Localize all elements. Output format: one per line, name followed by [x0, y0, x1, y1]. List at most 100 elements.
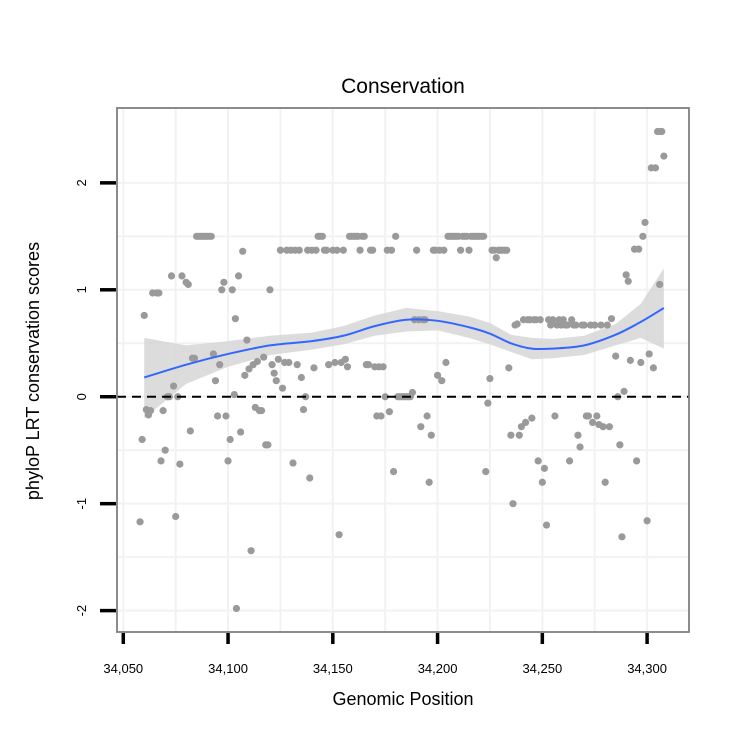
data-point — [565, 457, 574, 465]
data-point — [190, 354, 199, 362]
data-point — [387, 246, 396, 254]
data-point — [457, 246, 465, 254]
data-point — [167, 272, 176, 280]
data-point — [465, 246, 473, 254]
data-point — [222, 412, 230, 420]
data-point — [270, 369, 278, 377]
data-point — [442, 358, 450, 367]
data-point — [513, 320, 521, 328]
data-point — [295, 246, 303, 254]
data-point — [364, 361, 373, 369]
data-point — [607, 315, 616, 323]
data-point — [601, 478, 609, 486]
data-point — [216, 361, 224, 369]
data-point — [228, 286, 236, 294]
data-point — [618, 533, 626, 541]
data-point — [563, 321, 572, 329]
data-point — [157, 457, 165, 465]
data-point — [369, 246, 377, 254]
data-point — [392, 232, 400, 240]
data-point — [297, 373, 305, 382]
data-point — [146, 407, 155, 415]
x-tick-label: 34,150 — [313, 661, 353, 676]
data-point — [645, 350, 653, 358]
data-point — [660, 152, 668, 160]
data-point — [155, 289, 163, 297]
data-point — [211, 377, 220, 385]
data-point — [243, 336, 251, 344]
x-tick-label: 34,100 — [208, 661, 248, 676]
data-point — [440, 246, 448, 254]
data-point — [542, 521, 551, 529]
data-point — [620, 387, 628, 395]
data-point — [274, 355, 282, 363]
data-point — [482, 467, 490, 476]
data-point — [538, 478, 546, 486]
data-point — [285, 358, 293, 367]
data-point — [186, 427, 194, 435]
data-point — [637, 358, 645, 367]
data-point — [612, 352, 620, 360]
x-tick-label: 34,050 — [103, 661, 143, 676]
data-point — [268, 361, 276, 369]
data-point — [651, 164, 660, 172]
data-point — [312, 246, 320, 254]
data-point — [306, 474, 314, 482]
data-point — [339, 246, 347, 254]
data-point — [343, 363, 352, 371]
x-tick-label: 34,300 — [627, 661, 667, 676]
data-point — [389, 467, 398, 476]
data-point — [591, 321, 599, 329]
data-point — [509, 500, 517, 508]
data-point — [580, 321, 588, 329]
data-point — [172, 512, 180, 521]
data-point — [289, 459, 297, 467]
data-point — [272, 377, 280, 385]
data-point — [549, 316, 557, 324]
data-point — [226, 435, 234, 444]
data-point — [161, 446, 169, 454]
smooth-line-layer — [143, 307, 665, 379]
data-point — [603, 321, 611, 329]
data-point — [574, 431, 582, 439]
data-point — [408, 388, 417, 397]
data-point — [521, 418, 530, 426]
x-tick-label: 34,200 — [418, 661, 458, 676]
data-point — [551, 412, 559, 420]
data-point — [503, 246, 511, 254]
data-point — [331, 358, 339, 367]
data-point — [572, 321, 580, 329]
data-point — [322, 246, 331, 254]
data-point — [584, 412, 593, 420]
y-axis-label: phyloP LRT conservation scores — [23, 242, 43, 500]
data-point — [333, 246, 341, 254]
data-point — [635, 245, 643, 253]
loess-fit-line — [143, 307, 665, 379]
data-point — [480, 232, 488, 240]
data-point — [534, 457, 542, 465]
data-point — [597, 321, 605, 329]
data-point — [658, 127, 666, 136]
data-point — [484, 399, 492, 407]
data-point — [257, 407, 266, 415]
data-point — [230, 390, 238, 399]
data-point — [239, 247, 247, 255]
data-point — [425, 478, 433, 486]
data-point — [605, 423, 613, 431]
data-point — [140, 311, 148, 320]
data-point — [341, 355, 349, 363]
data-point — [622, 271, 630, 279]
data-point — [423, 412, 431, 420]
data-point — [136, 518, 144, 526]
data-point — [293, 361, 301, 369]
y-tick-label: 2 — [74, 179, 89, 186]
y-tick-label: -1 — [74, 498, 89, 510]
data-point — [505, 364, 513, 372]
data-point — [237, 428, 245, 436]
data-point — [169, 382, 178, 390]
data-point — [381, 393, 389, 401]
data-point — [253, 357, 261, 366]
data-point — [207, 232, 215, 240]
y-tick-label: -2 — [74, 605, 89, 617]
